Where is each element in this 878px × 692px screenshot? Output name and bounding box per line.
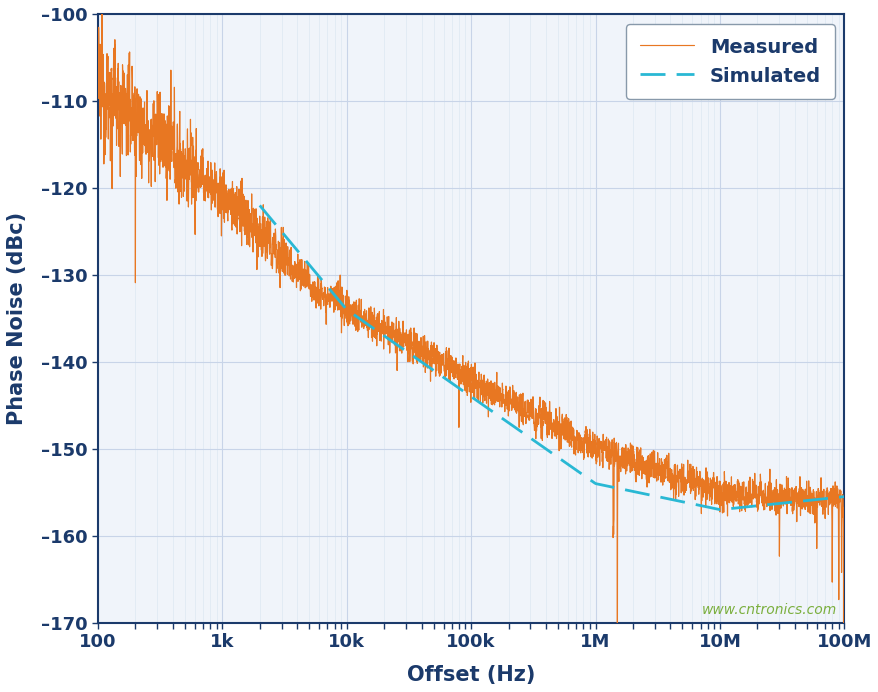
Legend: Measured, Simulated: Measured, Simulated — [626, 24, 834, 100]
Measured — [635, 451, 645, 459]
Simulated — [714, 506, 724, 514]
Simulated — [734, 503, 745, 511]
Measured — [97, 0, 107, 5]
Measured — [779, 493, 789, 501]
Simulated — [838, 493, 849, 501]
Line: Simulated: Simulated — [259, 206, 844, 510]
Measured — [406, 342, 416, 350]
Y-axis label: Phase Noise (dBc): Phase Noise (dBc) — [7, 212, 27, 425]
Measured — [447, 366, 457, 374]
Simulated — [254, 201, 264, 210]
Simulated — [825, 494, 836, 502]
Simulated — [601, 482, 612, 491]
Text: www.cntronics.com: www.cntronics.com — [701, 603, 836, 617]
Measured — [92, 84, 103, 92]
Simulated — [531, 439, 542, 447]
Measured — [816, 495, 826, 503]
Simulated — [570, 466, 580, 474]
Simulated — [535, 441, 545, 450]
Line: Measured: Measured — [97, 1, 844, 653]
X-axis label: Offset (Hz): Offset (Hz) — [407, 665, 535, 685]
Measured — [412, 339, 422, 347]
Measured — [838, 490, 849, 498]
Measured — [611, 648, 622, 657]
